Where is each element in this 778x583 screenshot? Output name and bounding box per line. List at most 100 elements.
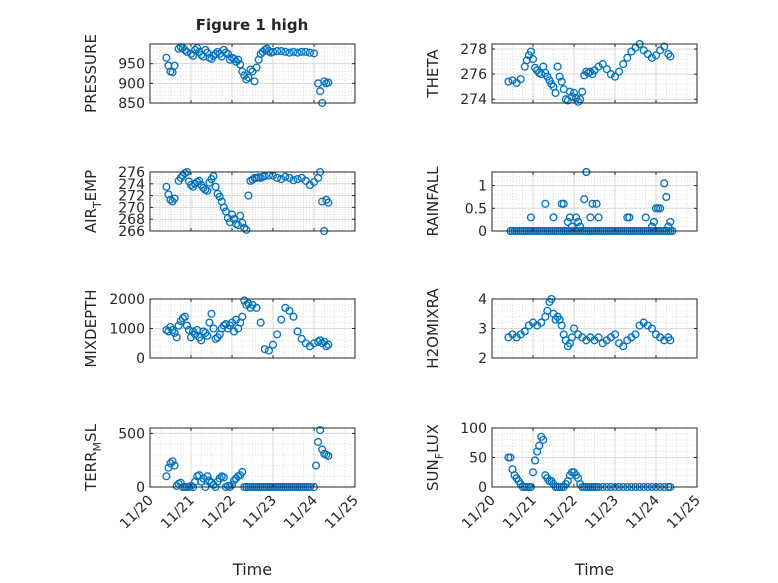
data-point	[565, 213, 574, 222]
data-series	[504, 294, 675, 351]
y-tick-label: 2000	[109, 292, 145, 308]
data-point	[309, 177, 319, 187]
major-grid	[491, 44, 698, 103]
data-point	[293, 175, 302, 184]
data-point	[277, 315, 286, 324]
data-point	[615, 67, 624, 76]
y-tick-label: 900	[118, 76, 145, 92]
data-point	[301, 176, 310, 185]
data-point	[664, 222, 673, 231]
data-series	[162, 167, 333, 236]
data-point	[203, 331, 212, 340]
y-tick-label: 4	[478, 292, 487, 308]
data-point	[205, 476, 214, 485]
x-tick-label: 11/22	[199, 493, 239, 533]
data-point	[660, 179, 669, 188]
data-point	[516, 75, 525, 84]
data-point	[252, 303, 261, 312]
data-point	[592, 199, 601, 208]
panel-sun-flux: 0 50 100 SUNFLUX 11/20 11/21 11/22 11/23 11/24 11…	[424, 421, 704, 579]
data-point	[170, 328, 179, 337]
data-point	[565, 87, 574, 96]
data-point	[610, 72, 620, 81]
data-point	[240, 71, 249, 80]
data-point	[567, 222, 576, 231]
data-point	[594, 333, 603, 342]
data-point	[182, 321, 191, 330]
data-point	[277, 47, 286, 56]
data-point	[176, 478, 185, 487]
data-point	[191, 477, 200, 486]
data-point	[324, 78, 333, 87]
y-tick-label: 950	[118, 57, 145, 73]
data-point	[195, 176, 204, 185]
data-point	[314, 337, 323, 346]
data-point	[162, 182, 171, 191]
data-point	[316, 87, 325, 96]
data-point	[576, 222, 585, 231]
data-point	[647, 324, 656, 333]
data-point	[662, 192, 671, 202]
panel-rainfall: 0 0.5 1 RAINFALL	[424, 166, 698, 240]
data-point	[664, 49, 673, 59]
data-point	[168, 457, 177, 466]
data-point	[666, 217, 675, 226]
y-tick-label: 1	[478, 179, 487, 195]
panel-pressure: 850 900 950 PRESSURE	[82, 34, 356, 113]
y-tick-label: 3	[478, 322, 487, 338]
data-point	[293, 327, 302, 336]
data-point	[170, 194, 179, 203]
data-point	[559, 199, 568, 208]
data-point	[588, 199, 597, 208]
data-point	[623, 53, 632, 62]
panel-theta: 274 276 278 THETA	[424, 39, 698, 108]
data-point	[203, 48, 212, 57]
data-point	[289, 47, 298, 56]
y-tick-label: 270	[118, 200, 145, 216]
data-point	[305, 48, 314, 57]
data-point	[170, 461, 179, 470]
figure-title: Figure 1 high	[196, 16, 309, 34]
data-point	[547, 80, 556, 89]
data-point	[285, 173, 294, 182]
y-tick-label: 0	[136, 351, 145, 367]
data-point	[594, 213, 603, 222]
y-axis-label: H2OMIXRA	[424, 288, 442, 369]
data-point	[641, 213, 650, 222]
y-tick-label: 276	[460, 67, 487, 83]
data-point	[219, 473, 228, 482]
data-point	[273, 173, 282, 182]
data-point	[586, 67, 595, 76]
x-tick-label: 11/22	[541, 493, 581, 533]
y-tick-label: 274	[118, 177, 145, 193]
y-tick-label: 1000	[109, 322, 145, 338]
data-point	[316, 426, 325, 435]
data-point	[219, 203, 228, 212]
data-point	[273, 330, 282, 339]
y-tick-label: 278	[460, 42, 487, 58]
data-point	[297, 334, 306, 343]
data-point	[569, 324, 579, 333]
data-point	[535, 441, 544, 450]
data-point	[244, 299, 253, 308]
data-point	[297, 47, 306, 56]
data-point	[311, 461, 321, 470]
data-point	[563, 217, 572, 226]
y-axis-label: TERRMSL	[82, 423, 104, 492]
data-point	[666, 52, 675, 61]
data-point	[619, 342, 628, 351]
data-point	[526, 47, 535, 56]
data-point	[268, 47, 278, 56]
data-point	[528, 468, 538, 477]
x-tick-label: 11/24	[623, 492, 663, 532]
data-point	[660, 42, 669, 51]
data-point	[260, 345, 269, 354]
data-point	[631, 330, 640, 339]
data-point	[170, 61, 179, 70]
data-point	[541, 199, 550, 208]
data-point	[176, 173, 185, 182]
data-point	[203, 472, 212, 481]
data-point	[569, 88, 579, 98]
data-point	[320, 77, 329, 86]
y-tick-label: 2	[478, 351, 487, 367]
